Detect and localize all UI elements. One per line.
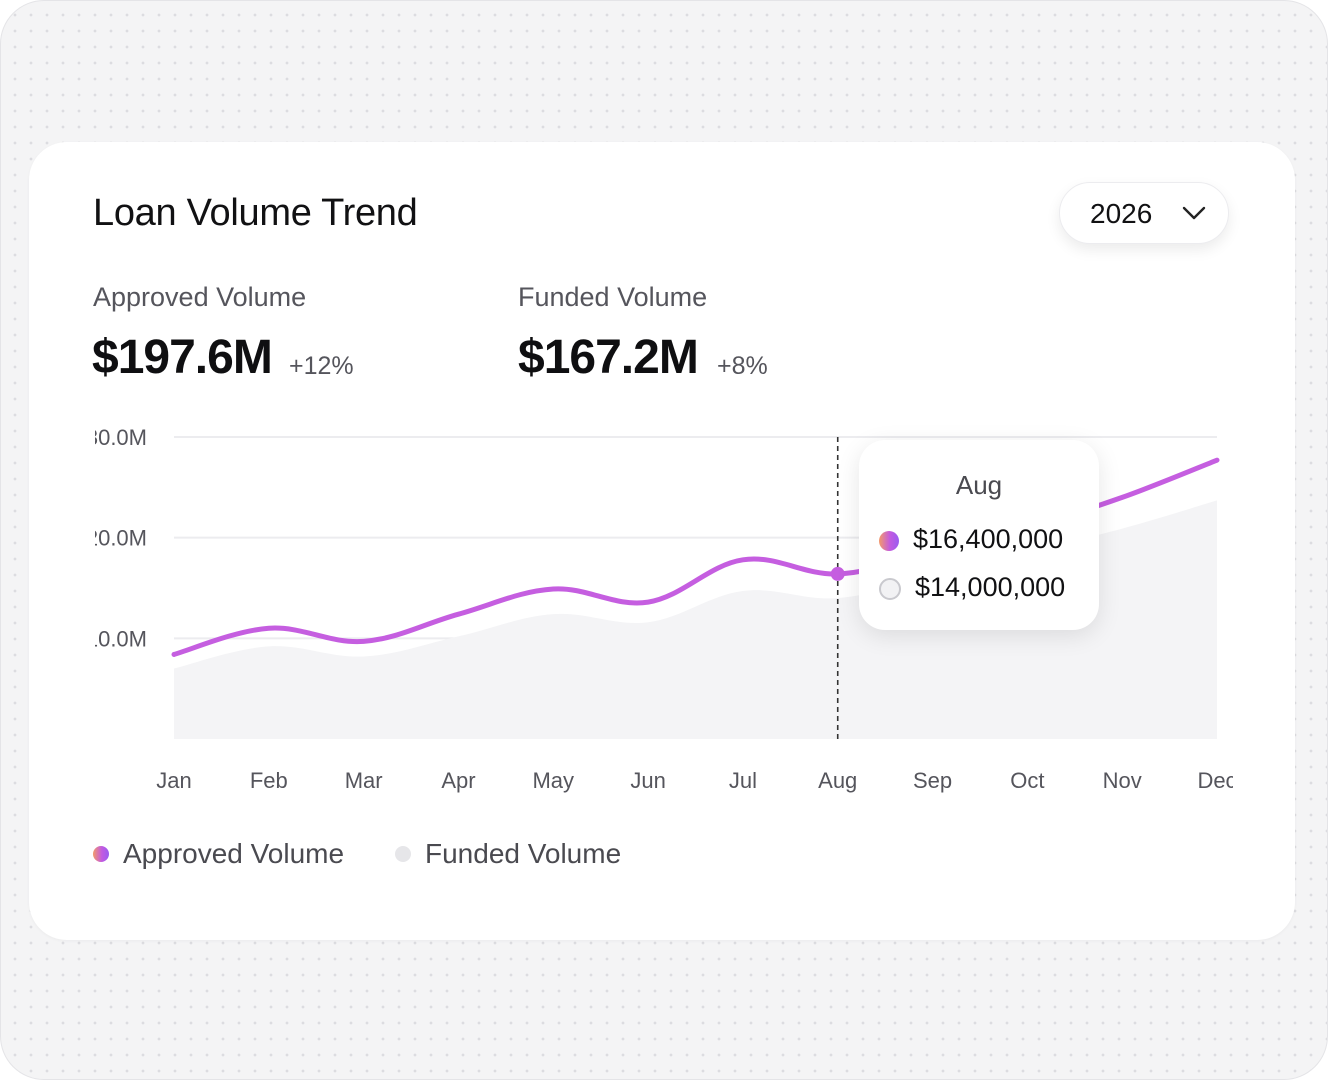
chart-plot-group: 10.0M 20.0M 30.0M Jan Feb Mar Apr May Jun Jul Aug S…	[86, 425, 1236, 793]
x-tick-label: Sep	[913, 768, 952, 793]
approved-dot-icon	[879, 530, 899, 551]
tooltip-approved-value: $16,400,000	[913, 524, 1064, 554]
hover-point	[830, 566, 845, 581]
tooltip-month: Aug	[955, 470, 1003, 500]
year-select-value: 2026	[1090, 198, 1153, 229]
tooltip-funded-row: $14,000,000	[879, 572, 1065, 603]
approved-legend-dot-icon	[93, 845, 109, 862]
x-tick-label: Aug	[818, 768, 857, 793]
funded-volume-delta: +8%	[717, 352, 768, 380]
funded-ring-icon	[879, 577, 901, 600]
tooltip-approved-row: $16,400,000	[879, 524, 1063, 555]
y-tick-label: 10.0M	[86, 626, 147, 651]
approved-volume-label: Approved Volume	[93, 282, 307, 312]
legend-funded-label: Funded Volume	[425, 838, 622, 869]
chevron-down-icon	[1182, 206, 1206, 220]
loan-volume-chart: 10.0M 20.0M 30.0M Jan Feb Mar Apr May Jun Jul Aug S…	[86, 425, 1236, 793]
y-tick-label: 30.0M	[86, 425, 147, 450]
funded-volume-value: $167.2M	[518, 331, 699, 384]
chart-tooltip: Aug $16,400,000 $14,000,000	[859, 440, 1099, 630]
funded-legend-dot-icon	[395, 845, 411, 862]
legend-approved-label: Approved Volume	[123, 838, 345, 869]
x-tick-label: Dec	[1197, 768, 1236, 793]
approved-volume-value: $197.6M	[92, 331, 273, 384]
approved-volume-delta: +12%	[289, 352, 354, 380]
x-tick-label: Apr	[441, 768, 475, 793]
x-tick-label: Oct	[1010, 768, 1044, 793]
x-tick-label: Jul	[729, 768, 757, 793]
x-tick-label: Jan	[156, 768, 191, 793]
y-tick-label: 20.0M	[86, 526, 147, 551]
x-tick-label: Mar	[345, 768, 383, 793]
x-tick-label: Nov	[1103, 768, 1142, 793]
x-tick-label: May	[532, 768, 574, 793]
tooltip-funded-value: $14,000,000	[915, 572, 1066, 602]
loan-volume-card: Loan Volume Trend 2026 Approved Volume $…	[29, 142, 1295, 940]
funded-volume-area	[174, 500, 1217, 739]
legend-approved[interactable]: Approved Volume	[93, 838, 344, 870]
card-title: Loan Volume Trend	[93, 192, 418, 234]
x-tick-label: Jun	[630, 768, 665, 793]
year-select[interactable]: 2026	[1059, 182, 1229, 244]
legend-funded[interactable]: Funded Volume	[395, 838, 621, 870]
funded-volume-label: Funded Volume	[518, 282, 708, 312]
x-tick-label: Feb	[250, 768, 288, 793]
